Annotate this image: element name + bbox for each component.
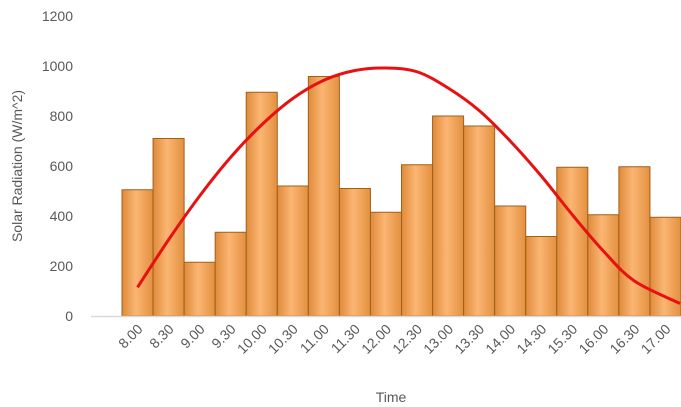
bar-9.00	[183, 261, 216, 317]
bar-9.30	[214, 231, 247, 317]
x-tick-label: 15.30	[544, 321, 580, 357]
y-tick-label: 600	[50, 158, 74, 174]
x-tick-label: 12.30	[389, 321, 425, 357]
bar-10.00	[245, 91, 278, 317]
bar-11.30	[338, 188, 371, 317]
x-tick-label: 10.30	[265, 321, 301, 357]
x-axis-ticks: 8.00 8.30 9.00 9.3010.0010.3011.0011.3012.0…	[115, 321, 674, 357]
bar-8.00	[121, 189, 154, 317]
y-axis-ticks: 0 200 400 600 800 1000 1200	[42, 8, 73, 324]
bar-16.30	[618, 166, 651, 317]
x-tick-label: 17.00	[637, 321, 673, 357]
bar-16.00	[587, 214, 620, 317]
x-axis-title: Time	[376, 389, 407, 405]
y-tick-label: 800	[50, 108, 74, 124]
bar-series	[121, 76, 681, 317]
bar-12.00	[369, 211, 403, 317]
x-tick-label: 10.00	[234, 321, 270, 357]
bar-14.00	[494, 205, 527, 317]
x-tick-label: 14.00	[482, 321, 518, 357]
y-tick-label: 400	[50, 208, 74, 224]
x-tick-label: 16.30	[606, 321, 642, 357]
radiation-curve	[136, 66, 681, 305]
y-tick-label: 1200	[42, 8, 73, 24]
bar-13.00	[432, 115, 465, 317]
bar-15.30	[556, 166, 589, 317]
x-tick-label: 13.00	[420, 321, 456, 357]
x-tick-label: 13.30	[451, 321, 487, 357]
x-tick-label: 8.00	[115, 321, 146, 352]
y-tick-label: 0	[65, 308, 73, 324]
bar-10.30	[276, 185, 309, 317]
y-tick-label: 1000	[42, 58, 73, 74]
bar-13.30	[463, 125, 496, 317]
y-axis-title: Solar Radiation (W/m^2)	[9, 90, 25, 242]
x-tick-label: 9.00	[177, 321, 208, 352]
x-tick-label: 14.30	[513, 321, 549, 357]
bar-17.00	[649, 216, 681, 317]
bar-11.00	[307, 76, 340, 317]
x-tick-label: 8.30	[146, 321, 177, 352]
x-tick-label: 16.00	[575, 321, 611, 357]
bar-12.30	[401, 164, 434, 317]
x-tick-label: 11.30	[328, 321, 364, 357]
bar-8.30	[152, 138, 185, 317]
bar-14.30	[525, 236, 558, 317]
y-tick-label: 200	[50, 258, 74, 274]
x-tick-label: 12.00	[358, 321, 394, 357]
x-tick-label: 11.00	[297, 321, 333, 357]
